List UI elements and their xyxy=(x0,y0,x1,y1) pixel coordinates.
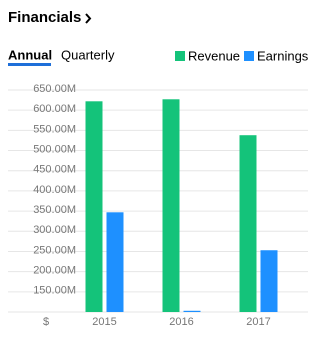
bar xyxy=(260,250,278,312)
y-tick-label: 600.00M xyxy=(33,103,76,115)
y-tick-label: 550.00M xyxy=(33,123,76,135)
x-tick-label: 2017 xyxy=(246,316,270,328)
currency-label: $ xyxy=(43,316,49,328)
y-tick-label: 350.00M xyxy=(33,204,76,216)
widget-title[interactable]: Financials xyxy=(8,9,81,26)
bar xyxy=(85,101,103,312)
y-tick-label: 300.00M xyxy=(33,224,76,236)
x-tick-label: 2016 xyxy=(169,316,193,328)
chevron[interactable] xyxy=(85,13,92,24)
y-tick-label: 400.00M xyxy=(33,184,76,196)
tab-underline xyxy=(8,63,51,66)
legend-label: Earnings xyxy=(257,48,309,63)
y-tick-label: 500.00M xyxy=(33,143,76,155)
y-tick-label: 200.00M xyxy=(33,265,76,277)
tab-quarterly[interactable]: Quarterly xyxy=(61,47,115,62)
bar xyxy=(106,212,124,312)
tab-annual[interactable]: Annual xyxy=(8,47,52,62)
legend-label: Revenue xyxy=(188,48,240,63)
legend-swatch xyxy=(175,51,185,61)
bar xyxy=(183,310,201,312)
y-tick-label: 450.00M xyxy=(33,164,76,176)
y-tick-label: 250.00M xyxy=(33,244,76,256)
legend-swatch xyxy=(244,51,254,61)
financials-widget: Financials Annual Quarterly Revenue Earni… xyxy=(8,9,309,328)
x-tick-label: 2015 xyxy=(92,316,116,328)
y-tick-label: 150.00M xyxy=(33,285,76,297)
bar xyxy=(239,135,257,312)
y-tick-label: 650.00M xyxy=(33,83,76,95)
bar xyxy=(162,99,180,313)
